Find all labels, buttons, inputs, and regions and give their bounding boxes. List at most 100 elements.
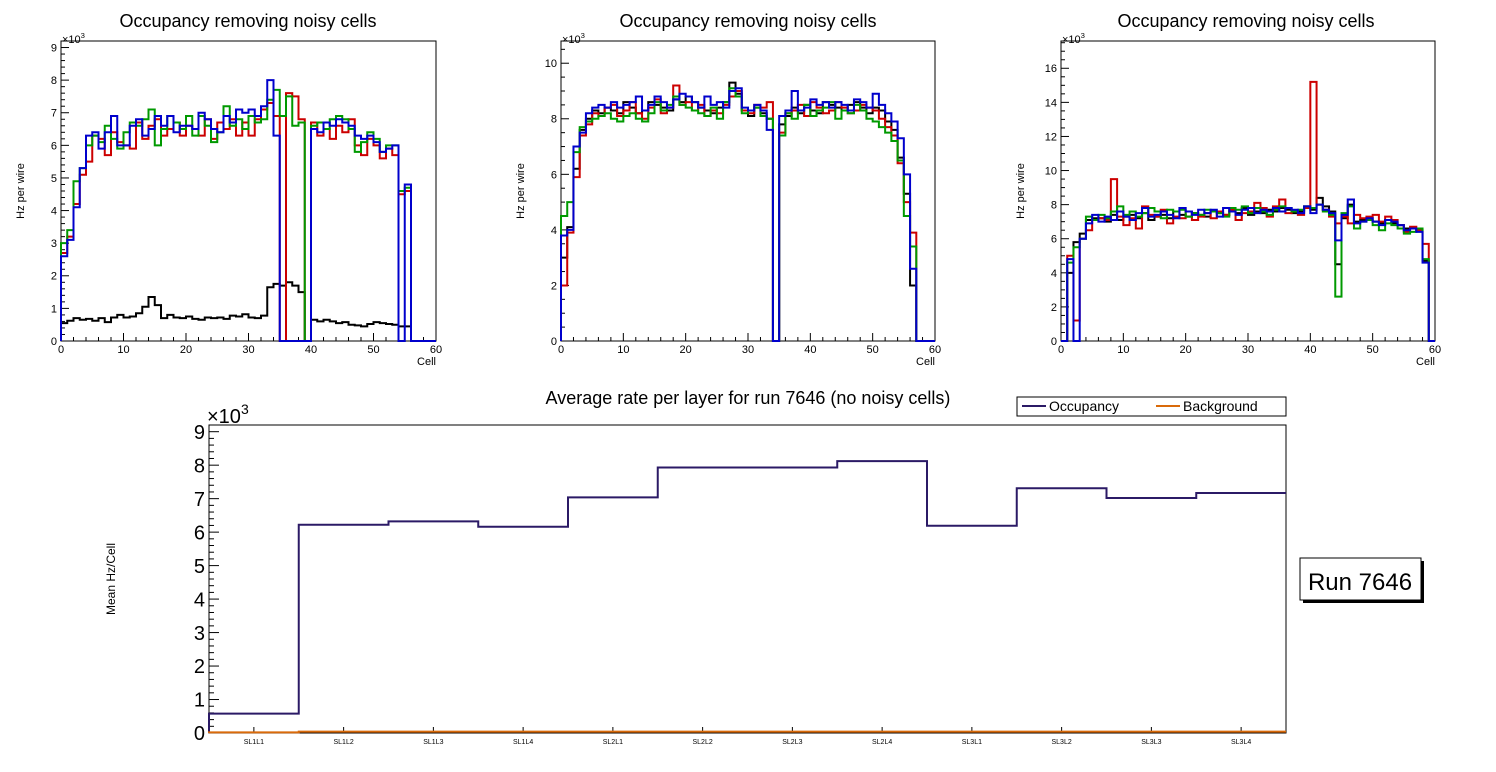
chart-2-x-tick-label: 60 bbox=[929, 344, 941, 356]
chart-2-ylabel: Hz per wire bbox=[515, 163, 527, 219]
chart-1-y-tick-label: 3 bbox=[51, 238, 57, 250]
chart-1-x-tick-label: 50 bbox=[367, 344, 379, 356]
chart-3-x-tick-label: 40 bbox=[1304, 344, 1316, 356]
chart-3-y-tick-label: 2 bbox=[1051, 302, 1057, 314]
chart-4-x-tick-label: SL3L1 bbox=[962, 739, 982, 746]
charts-group: Occupancy removing noisy cells Hz per wir… bbox=[15, 11, 1441, 746]
chart-4-y-tick-label: 8 bbox=[194, 455, 205, 477]
chart-1-x-tick-label: 60 bbox=[430, 344, 442, 356]
chart-1-y-tick-label: 5 bbox=[51, 173, 57, 185]
chart-3-x-tick-label: 10 bbox=[1117, 344, 1129, 356]
chart-4-y-tick-label: 6 bbox=[194, 522, 205, 544]
chart-4-exponent-power: 3 bbox=[241, 401, 249, 417]
chart-4-x-tick-label: SL2L3 bbox=[782, 739, 802, 746]
chart-2-x-tick-label: 30 bbox=[742, 344, 754, 356]
chart-3: Occupancy removing noisy cells Hz per wir… bbox=[1015, 11, 1441, 368]
legend-label-occupancy: Occupancy bbox=[1049, 398, 1119, 414]
chart-2-y-tick-label: 2 bbox=[551, 280, 557, 292]
chart-1-x-tick-label: 0 bbox=[58, 344, 64, 356]
chart-1-y-tick-label: 2 bbox=[51, 271, 57, 283]
chart-1-series-layer3 bbox=[60, 88, 436, 342]
chart-4-y-tick-label: 7 bbox=[194, 489, 205, 511]
chart-4-title: Average rate per layer for run 7646 (no … bbox=[546, 388, 951, 408]
run-label-frame bbox=[1299, 557, 1422, 601]
chart-3-y-tick-label: 4 bbox=[1051, 268, 1057, 280]
chart-2-exponent: ×103 bbox=[562, 31, 585, 46]
legend-label-background: Background bbox=[1183, 398, 1258, 414]
chart-1-x-tick-label: 30 bbox=[242, 344, 254, 356]
chart-1: Occupancy removing noisy cells Hz per wir… bbox=[15, 11, 442, 368]
chart-2-y-tick-label: 10 bbox=[545, 58, 557, 70]
chart-4-x-tick-label: SL3L2 bbox=[1052, 739, 1072, 746]
chart-1-y-tick-label: 7 bbox=[51, 108, 57, 120]
chart-2-y-tick-label: 4 bbox=[551, 225, 557, 237]
chart-4-x-tick-label: SL3L4 bbox=[1231, 739, 1251, 746]
chart-3-y-tick-label: 16 bbox=[1045, 63, 1057, 75]
chart-3-x-tick-label: 0 bbox=[1058, 344, 1064, 356]
chart-3-y-tick-label: 14 bbox=[1045, 97, 1057, 109]
chart-1-exponent: ×103 bbox=[62, 31, 85, 46]
chart-3-y-tick-label: 6 bbox=[1051, 234, 1057, 246]
chart-1-x-tick-label: 20 bbox=[180, 344, 192, 356]
chart-4-y-tick-label: 9 bbox=[194, 422, 205, 444]
chart-1-y-tick-label: 4 bbox=[51, 206, 57, 218]
chart-4-x-tick-label: SL2L4 bbox=[872, 739, 892, 746]
chart-1-y-tick-label: 0 bbox=[51, 336, 57, 348]
chart-4-x-tick-label: SL3L3 bbox=[1141, 739, 1161, 746]
run-label: Run 7646 bbox=[1308, 569, 1412, 596]
chart-1-title: Occupancy removing noisy cells bbox=[119, 11, 376, 31]
chart-1-x-tick-label: 40 bbox=[305, 344, 317, 356]
chart-4-y-tick-label: 5 bbox=[194, 556, 205, 578]
chart-1-y-tick-label: 9 bbox=[51, 42, 57, 54]
chart-4-x-tick-label: SL2L2 bbox=[693, 739, 713, 746]
chart-1-series-layer4 bbox=[60, 79, 436, 342]
chart-1-y-tick-label: 8 bbox=[51, 75, 57, 87]
chart-3-y-tick-label: 8 bbox=[1051, 200, 1057, 212]
chart-1-y-tick-label: 6 bbox=[51, 140, 57, 152]
chart-2-exponent-power: 3 bbox=[581, 31, 585, 40]
chart-2: Occupancy removing noisy cells Hz per wir… bbox=[515, 11, 941, 368]
chart-4-y-tick-label: 2 bbox=[194, 656, 205, 678]
run-label-box: Run 7646 bbox=[1299, 557, 1424, 603]
chart-4-x-tick-label: SL1L1 bbox=[244, 739, 264, 746]
chart-1-ylabel: Hz per wire bbox=[15, 163, 27, 219]
chart-3-title: Occupancy removing noisy cells bbox=[1117, 11, 1374, 31]
chart-1-x-tick-label: 10 bbox=[117, 344, 129, 356]
chart-3-x-tick-label: 60 bbox=[1429, 344, 1441, 356]
chart-2-x-tick-label: 50 bbox=[867, 344, 879, 356]
chart-3-y-tick-label: 12 bbox=[1045, 131, 1057, 143]
chart-3-x-tick-label: 30 bbox=[1242, 344, 1254, 356]
chart-4-y-tick-label: 4 bbox=[194, 589, 205, 611]
chart-2-y-tick-label: 0 bbox=[551, 336, 557, 348]
chart-2-series-layer4 bbox=[560, 87, 935, 342]
series-occupancy-line bbox=[208, 460, 1286, 733]
chart-3-exponent-power: 3 bbox=[1081, 31, 1085, 40]
chart-3-x-tick-label: 20 bbox=[1180, 344, 1192, 356]
chart-3-y-tick-label: 10 bbox=[1045, 166, 1057, 178]
chart-legend: Occupancy Background bbox=[1016, 396, 1287, 417]
chart-1-series-layer1 bbox=[60, 281, 436, 342]
chart-4-y-tick-label: 3 bbox=[194, 623, 205, 645]
chart-3-exponent: ×103 bbox=[1062, 31, 1085, 46]
chart-1-y-tick-label: 1 bbox=[51, 303, 57, 315]
chart-3-x-tick-label: 50 bbox=[1367, 344, 1379, 356]
chart-2-x-tick-label: 10 bbox=[617, 344, 629, 356]
chart-2-y-tick-label: 8 bbox=[551, 114, 557, 126]
chart-2-y-tick-label: 6 bbox=[551, 169, 557, 181]
chart-4-y-tick-label: 0 bbox=[194, 723, 205, 745]
chart-3-xlabel: Cell bbox=[1416, 356, 1435, 368]
chart-3-y-tick-label: 0 bbox=[1051, 336, 1057, 348]
chart-4-y-tick-label: 1 bbox=[194, 690, 205, 712]
chart-3-ylabel: Hz per wire bbox=[1015, 163, 1027, 219]
chart-4-x-tick-label: SL1L3 bbox=[423, 739, 443, 746]
chart-2-x-tick-label: 20 bbox=[680, 344, 692, 356]
chart-3-series-layer4 bbox=[1061, 198, 1435, 342]
chart-2-title: Occupancy removing noisy cells bbox=[619, 11, 876, 31]
legend-frame bbox=[1016, 396, 1287, 417]
series-background-line bbox=[208, 730, 1286, 734]
chart-1-exponent-power: 3 bbox=[81, 31, 85, 40]
chart-4-x-tick-label: SL1L2 bbox=[334, 739, 354, 746]
chart-4-ylabel: Mean Hz/Cell bbox=[104, 543, 118, 615]
chart-2-x-tick-label: 40 bbox=[804, 344, 816, 356]
